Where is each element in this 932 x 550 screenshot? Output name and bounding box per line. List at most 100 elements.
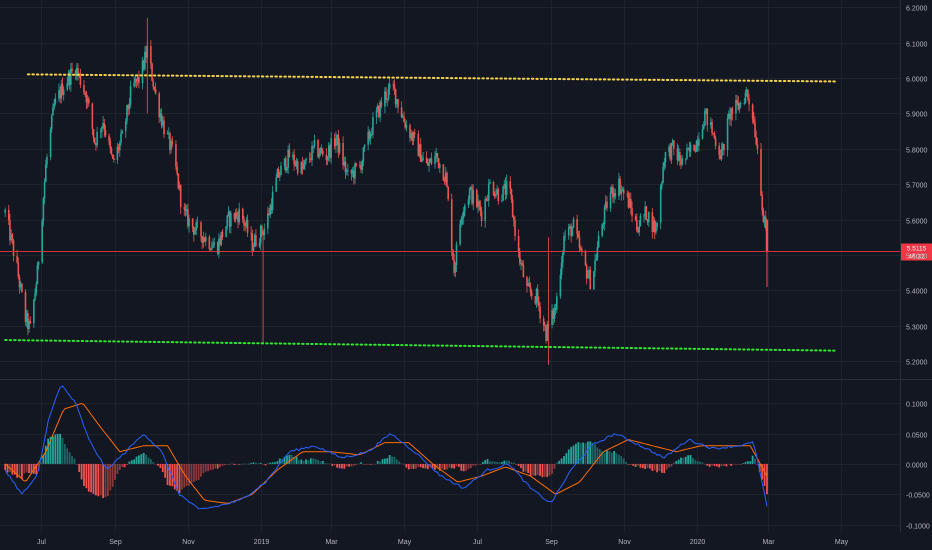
candle-body	[176, 166, 178, 174]
macd-histogram-bar	[737, 463, 740, 465]
macd-histogram-bar	[319, 461, 322, 464]
macd-histogram-bar	[202, 463, 205, 474]
candle-body	[527, 283, 529, 286]
candle-body	[396, 99, 398, 105]
macd-histogram-bar	[398, 461, 401, 464]
candle-body	[92, 128, 95, 138]
macd-histogram-bar	[589, 441, 592, 464]
candle-body	[519, 251, 521, 264]
macd-histogram-bar	[651, 463, 654, 471]
candle-body	[539, 306, 541, 319]
candle-body	[204, 236, 207, 242]
macd-histogram-bar	[197, 463, 200, 480]
macd-histogram-bar	[23, 463, 26, 474]
candle-body	[19, 283, 22, 288]
candle-body	[286, 167, 288, 171]
macd-histogram-bar	[374, 463, 377, 465]
candle-body	[387, 88, 390, 99]
macd-histogram-bar	[350, 463, 353, 467]
macd-histogram-bar	[632, 463, 635, 466]
candle-body	[401, 116, 404, 118]
candle-body	[292, 154, 294, 158]
candle-body	[74, 70, 77, 77]
candle-body	[103, 122, 106, 131]
macd-histogram-bar	[410, 463, 413, 469]
macd-histogram-bar	[381, 459, 384, 464]
macd-histogram-bar	[123, 463, 126, 468]
candle-body	[372, 117, 374, 135]
candle-body	[695, 140, 698, 152]
candle-body	[288, 149, 291, 158]
candle-body	[261, 226, 263, 234]
macd-histogram-bar	[44, 445, 47, 464]
candle-body	[422, 157, 424, 160]
macd-histogram-bar	[97, 463, 100, 497]
candle-body	[353, 170, 355, 179]
macd-histogram-bar	[527, 463, 530, 474]
candle-body	[479, 205, 482, 212]
candle-body	[655, 226, 657, 233]
macd-histogram-bar	[379, 461, 382, 464]
candle-body	[333, 138, 336, 147]
time-axis-tick-label: Mar	[762, 539, 775, 546]
candle-body	[193, 227, 195, 235]
macd-histogram-bar	[541, 463, 544, 478]
candle-body	[126, 104, 128, 122]
candle-body	[178, 185, 181, 189]
macd-histogram-bar	[608, 450, 611, 464]
macd-histogram-bar	[231, 463, 233, 464]
macd-histogram-bar	[543, 463, 546, 477]
candle-body	[419, 144, 422, 162]
macd-histogram-bar	[727, 463, 730, 465]
candle-body	[267, 213, 269, 229]
macd-histogram-bar	[221, 463, 224, 466]
macd-histogram-bar	[18, 463, 21, 478]
macd-histogram-bar	[42, 454, 45, 464]
macd-histogram-bar	[355, 463, 358, 465]
macd-histogram-bar	[441, 463, 444, 469]
candle-body	[723, 143, 725, 151]
macd-histogram-bar	[641, 463, 644, 469]
macd-histogram-bar	[458, 463, 460, 467]
candle-body	[698, 138, 700, 146]
candle-body	[461, 217, 464, 219]
candle-body	[259, 226, 262, 244]
candle-body	[427, 163, 429, 166]
candle-body	[117, 147, 120, 151]
candle-body	[560, 262, 563, 276]
macd-histogram-bar	[152, 462, 155, 464]
price-axis-tick-label: 5.3000	[906, 325, 928, 332]
candle-body	[739, 103, 742, 104]
candle-body	[585, 265, 588, 279]
candle-body	[127, 104, 129, 110]
macd-histogram-bar	[386, 458, 389, 464]
macd-histogram-bar	[111, 463, 114, 487]
macd-histogram-bar	[627, 463, 630, 466]
candle-body	[151, 63, 153, 81]
macd-histogram-bar	[419, 463, 422, 468]
candle-body	[520, 263, 522, 264]
candle-body	[296, 161, 299, 174]
candle-body	[194, 230, 196, 235]
macd-histogram-bar	[331, 463, 334, 467]
candle-body	[603, 206, 606, 225]
macd-histogram-bar	[214, 463, 217, 469]
macd-histogram-bar	[80, 463, 83, 480]
candle-body	[636, 220, 638, 231]
candle-body	[308, 158, 311, 160]
macd-histogram-bar	[317, 460, 319, 464]
candle-body	[121, 131, 123, 134]
candle-body	[325, 154, 328, 161]
macd-histogram-bar	[360, 462, 362, 464]
price-axis-tick-label: 5.9000	[906, 112, 928, 119]
macd-histogram-bar	[35, 463, 38, 475]
candle-body	[702, 125, 705, 130]
macd-histogram-bar	[558, 460, 561, 464]
candle-body	[255, 235, 257, 246]
candle-body	[646, 219, 649, 223]
macd-histogram-bar	[75, 463, 78, 465]
macd-histogram-bar	[395, 459, 398, 464]
candle-body	[496, 189, 498, 194]
